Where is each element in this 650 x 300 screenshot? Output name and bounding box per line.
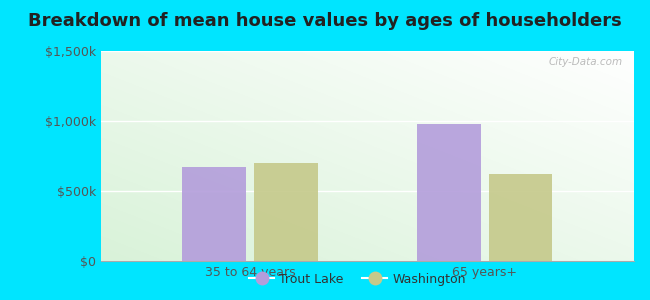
Bar	[417, 124, 480, 261]
Text: City-Data.com: City-Data.com	[549, 57, 623, 67]
Text: Breakdown of mean house values by ages of householders: Breakdown of mean house values by ages o…	[28, 12, 622, 30]
Bar	[489, 173, 552, 261]
Bar	[182, 167, 246, 261]
Legend: Trout Lake, Washington: Trout Lake, Washington	[244, 268, 471, 291]
Bar	[254, 163, 318, 261]
